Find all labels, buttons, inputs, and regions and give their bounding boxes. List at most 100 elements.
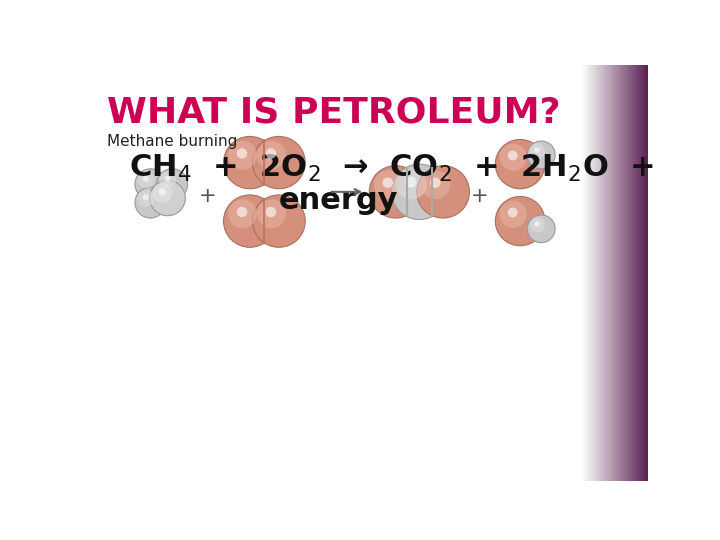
Circle shape <box>421 170 450 199</box>
Bar <box>590 65 591 481</box>
Circle shape <box>257 141 286 170</box>
Bar <box>637 65 638 481</box>
Bar <box>626 65 627 481</box>
Bar <box>593 65 594 481</box>
Circle shape <box>157 169 188 200</box>
Bar <box>629 65 630 481</box>
Circle shape <box>228 141 257 170</box>
Circle shape <box>135 187 166 218</box>
Bar <box>584 65 585 481</box>
Circle shape <box>405 177 417 188</box>
Bar <box>613 65 614 481</box>
Bar <box>604 65 605 481</box>
Text: CH$_4$  +  2O$_2$  →  CO$_2$  +  2H$_2$O  +: CH$_4$ + 2O$_2$ → CO$_2$ + 2H$_2$O + <box>129 153 654 185</box>
Circle shape <box>534 221 540 227</box>
Circle shape <box>500 144 527 171</box>
Bar <box>612 65 613 481</box>
Bar <box>627 65 628 481</box>
Circle shape <box>392 164 447 220</box>
Bar <box>647 65 648 481</box>
Circle shape <box>369 166 422 218</box>
Circle shape <box>135 169 166 200</box>
Bar <box>582 65 583 481</box>
Bar <box>586 65 587 481</box>
Bar <box>622 65 624 481</box>
Bar <box>617 65 618 481</box>
Bar <box>591 65 592 481</box>
Bar <box>621 65 622 481</box>
Circle shape <box>266 148 276 159</box>
Circle shape <box>508 207 518 218</box>
Bar <box>628 65 629 481</box>
Bar <box>602 65 603 481</box>
Bar <box>595 65 596 481</box>
Bar <box>608 65 609 481</box>
Circle shape <box>527 215 555 242</box>
Bar <box>631 65 632 481</box>
Bar <box>619 65 620 481</box>
Circle shape <box>253 195 305 247</box>
Bar <box>611 65 612 481</box>
Circle shape <box>158 188 166 195</box>
Circle shape <box>396 169 427 199</box>
Bar <box>597 65 598 481</box>
Bar <box>618 65 619 481</box>
Circle shape <box>417 166 469 218</box>
Circle shape <box>223 137 276 189</box>
Circle shape <box>495 139 545 189</box>
Circle shape <box>530 144 545 159</box>
Bar <box>620 65 621 481</box>
Bar <box>644 65 645 481</box>
Bar <box>588 65 589 481</box>
Bar <box>589 65 590 481</box>
Circle shape <box>527 141 555 168</box>
Bar <box>615 65 616 481</box>
Circle shape <box>534 147 540 153</box>
Circle shape <box>143 194 149 200</box>
Bar <box>598 65 599 481</box>
Bar <box>639 65 640 481</box>
Circle shape <box>530 217 545 233</box>
Circle shape <box>150 180 185 215</box>
Circle shape <box>143 176 149 182</box>
Bar <box>606 65 607 481</box>
Circle shape <box>253 137 305 189</box>
Text: +: + <box>199 186 217 206</box>
Bar <box>594 65 595 481</box>
Text: WHAT IS PETROLEUM?: WHAT IS PETROLEUM? <box>107 96 561 130</box>
Bar <box>635 65 636 481</box>
Bar <box>603 65 604 481</box>
Circle shape <box>164 176 171 182</box>
Circle shape <box>138 190 155 207</box>
Text: +: + <box>471 186 489 206</box>
Bar <box>634 65 635 481</box>
Text: Methane burning: Methane burning <box>107 134 238 149</box>
Circle shape <box>159 171 176 188</box>
Circle shape <box>228 199 257 228</box>
Bar <box>599 65 600 481</box>
Circle shape <box>508 151 518 160</box>
Bar <box>645 65 646 481</box>
Bar <box>607 65 608 481</box>
Circle shape <box>138 171 155 188</box>
Bar <box>583 65 584 481</box>
Bar <box>600 65 601 481</box>
Circle shape <box>223 195 276 247</box>
Circle shape <box>500 201 527 228</box>
Bar <box>601 65 602 481</box>
Circle shape <box>257 199 286 228</box>
Circle shape <box>237 148 247 159</box>
Bar <box>630 65 631 481</box>
Bar <box>625 65 626 481</box>
Circle shape <box>237 207 247 217</box>
Bar <box>585 65 586 481</box>
Bar <box>632 65 634 481</box>
Bar <box>642 65 644 481</box>
Circle shape <box>495 197 545 246</box>
Circle shape <box>430 178 441 188</box>
Text: energy: energy <box>278 186 397 215</box>
Bar <box>605 65 606 481</box>
Circle shape <box>382 178 393 188</box>
Bar <box>609 65 610 481</box>
Bar <box>624 65 625 481</box>
